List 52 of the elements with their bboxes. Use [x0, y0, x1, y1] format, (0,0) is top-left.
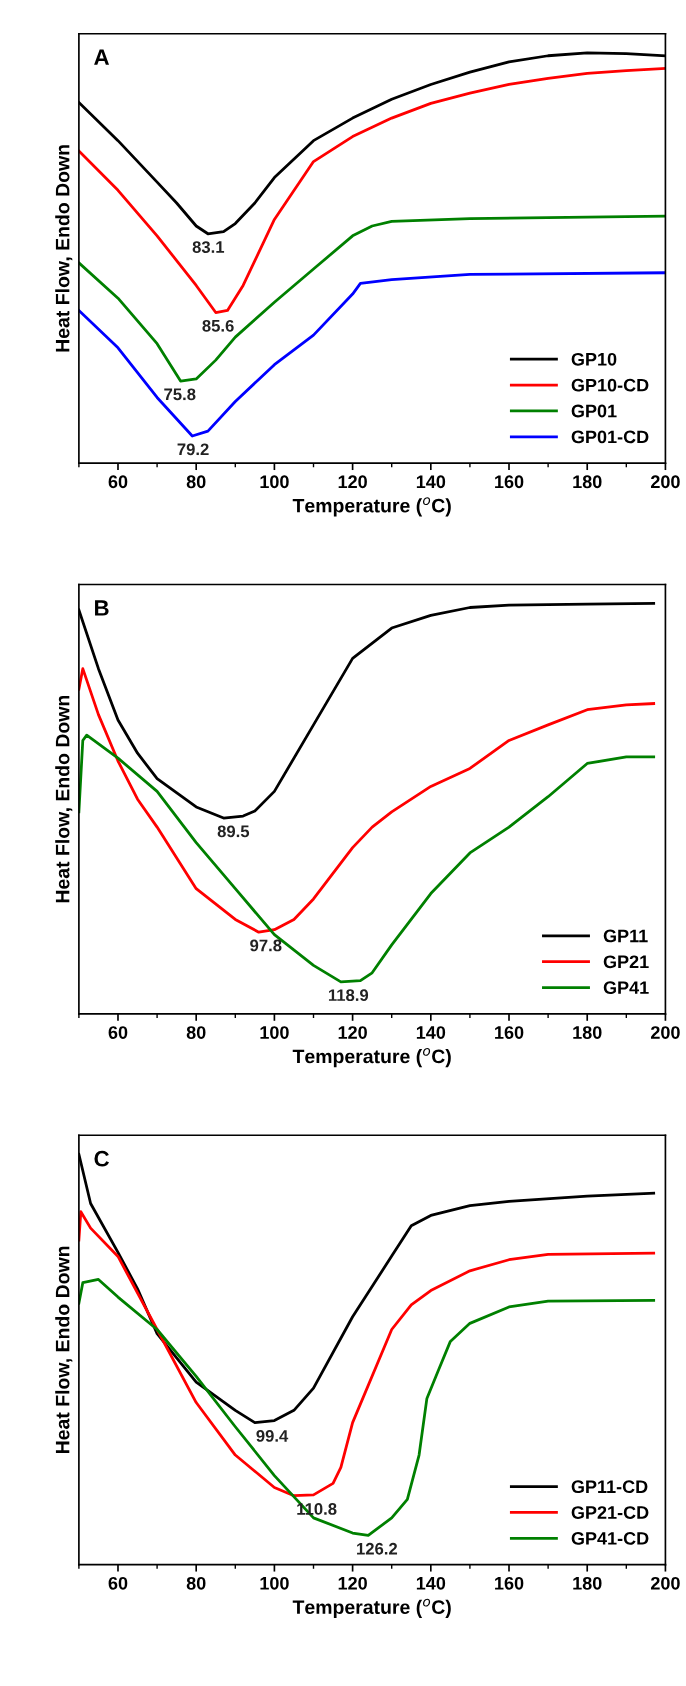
- x-tick-label: 80: [186, 1576, 206, 1590]
- x-tick-label: 120: [338, 1026, 367, 1039]
- legend-label: GP10-CD: [571, 378, 649, 392]
- x-tick-label: 80: [186, 475, 206, 489]
- annotation: 99.4: [256, 1430, 289, 1442]
- legend-label: GP10: [571, 352, 617, 366]
- y-axis-title: Heat Flow, Endo Down: [55, 695, 73, 903]
- x-axis-title: Temperature ($^{o}$C): [292, 1598, 451, 1618]
- chart-title: C: [94, 1150, 109, 1167]
- annotation: 83.1: [192, 241, 225, 253]
- x-tick-label: 140: [416, 475, 446, 489]
- y-axis-title: Heat Flow, Endo Down: [55, 1246, 73, 1454]
- x-tick-label: 160: [495, 1576, 524, 1590]
- x-axis-title: Temperature ($^{o}$C): [292, 497, 451, 517]
- x-axis-title: Temperature ($^{o}$C): [292, 1048, 451, 1068]
- x-tick-label: 60: [108, 475, 128, 489]
- legend-label: GP41-CD: [571, 1532, 649, 1545]
- annotation: 126.2: [357, 1542, 398, 1555]
- x-tick-label: 60: [108, 1576, 128, 1590]
- x-tick-label: 160: [495, 475, 524, 489]
- x-tick-label: 200: [650, 475, 680, 489]
- legend-label: GP11: [603, 929, 648, 943]
- legend-label: GP21: [603, 955, 649, 969]
- annotation: 97.8: [250, 939, 282, 952]
- x-tick-label: 100: [260, 1026, 289, 1039]
- annotation: 118.9: [328, 989, 369, 1002]
- chart-title: A: [94, 49, 110, 65]
- legend-label: GP01-CD: [571, 430, 649, 444]
- x-tick-label: 200: [650, 1576, 680, 1590]
- x-tick-label: 100: [260, 1576, 289, 1590]
- y-axis-title: Heat Flow, Endo Down: [55, 145, 73, 352]
- x-tick-label: 160: [495, 1026, 524, 1039]
- annotation: 85.6: [202, 319, 234, 332]
- x-tick-label: 180: [573, 475, 602, 489]
- x-tick-label: 180: [573, 1026, 602, 1039]
- annotation: 75.8: [164, 388, 196, 401]
- x-tick-label: 80: [186, 1026, 206, 1039]
- legend-label: GP41: [603, 981, 649, 995]
- x-tick-label: 140: [416, 1026, 446, 1039]
- x-tick-label: 200: [650, 1026, 680, 1039]
- legend-label: GP21-CD: [571, 1506, 649, 1519]
- x-tick-label: 100: [260, 475, 289, 489]
- x-tick-label: 120: [338, 475, 367, 489]
- x-tick-label: 180: [573, 1576, 602, 1590]
- x-tick-label: 120: [338, 1576, 367, 1590]
- legend-label: GP01: [571, 404, 617, 418]
- x-tick-label: 140: [416, 1576, 446, 1590]
- chart-title: B: [95, 600, 109, 616]
- annotation: 89.5: [217, 825, 250, 838]
- legend-label: GP11-CD: [571, 1480, 648, 1494]
- annotation: 79.2: [177, 443, 209, 456]
- x-tick-label: 60: [108, 1026, 128, 1039]
